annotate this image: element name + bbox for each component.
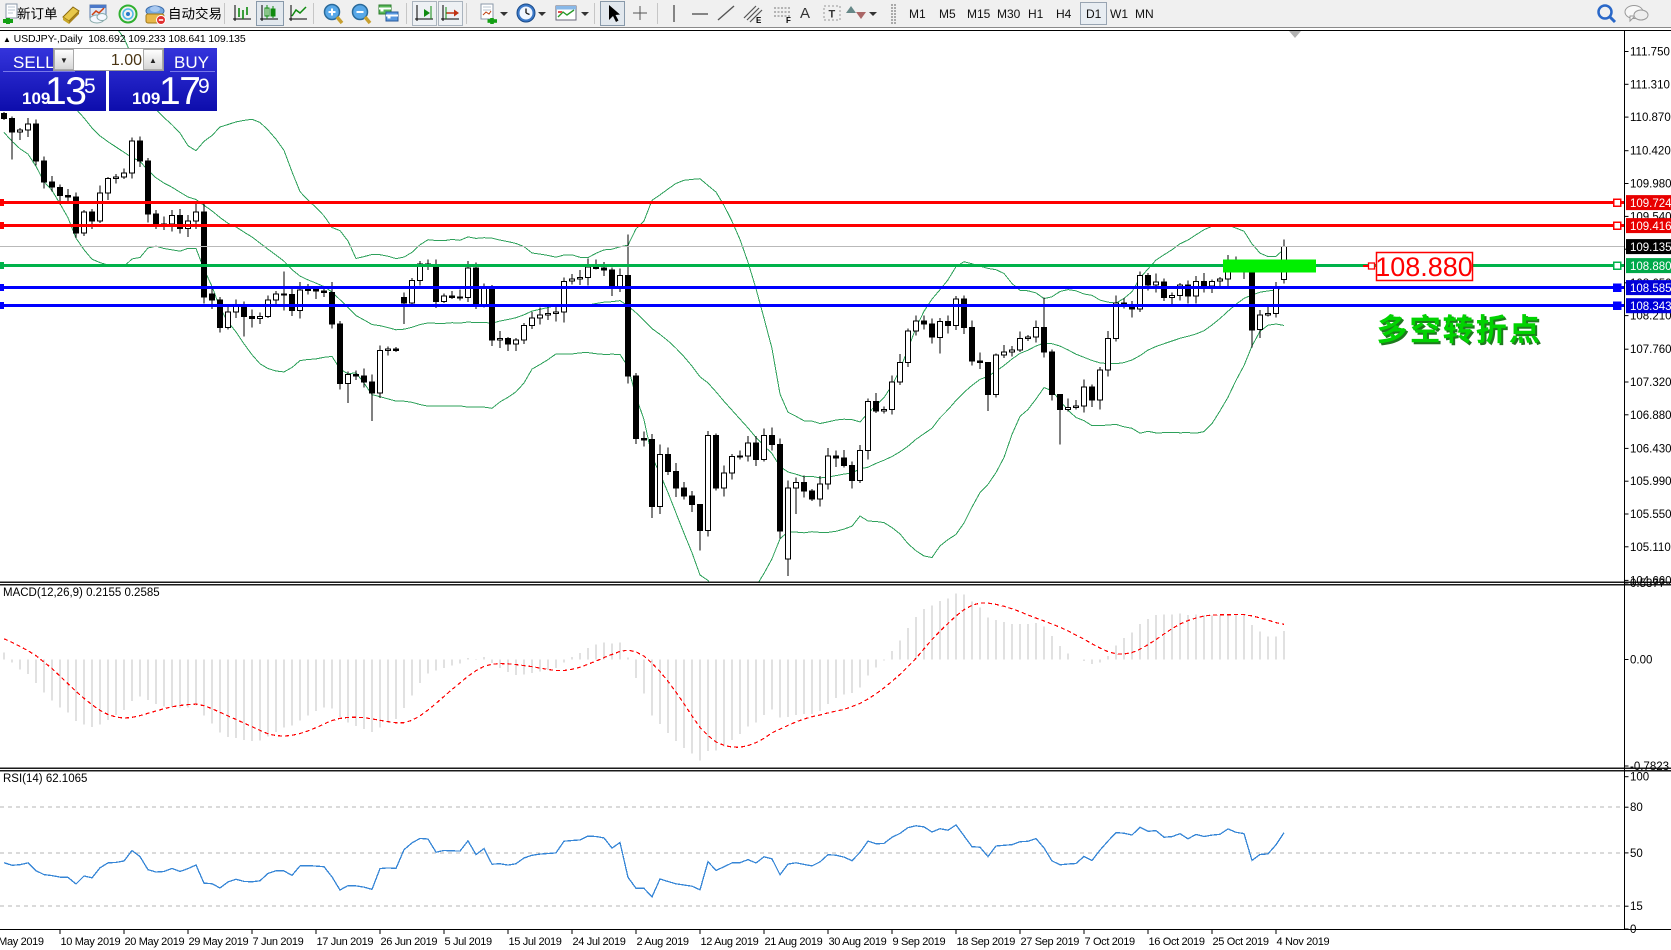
svg-text:15: 15 (1630, 901, 1643, 913)
svg-text:25 Oct 2019: 25 Oct 2019 (1213, 936, 1269, 948)
svg-text:MACD(12,26,9) 0.2155 0.2585: MACD(12,26,9) 0.2155 0.2585 (3, 587, 160, 599)
svg-text:17 Jun 2019: 17 Jun 2019 (317, 936, 374, 948)
svg-text:108.880: 108.880 (1375, 252, 1473, 282)
svg-text:108.210: 108.210 (1630, 311, 1671, 323)
svg-text:104.660: 104.660 (1630, 575, 1671, 587)
svg-text:105.990: 105.990 (1630, 476, 1671, 488)
svg-text:107.320: 107.320 (1630, 377, 1671, 389)
svg-text:27 Sep 2019: 27 Sep 2019 (1021, 936, 1080, 948)
svg-text:108.585: 108.585 (1630, 283, 1671, 295)
svg-text:0.5377: 0.5377 (1630, 578, 1665, 590)
svg-text:111.310: 111.310 (1630, 79, 1670, 91)
svg-text:21 Aug 2019: 21 Aug 2019 (765, 936, 823, 948)
svg-text:T: T (829, 9, 836, 21)
svg-text:106.430: 106.430 (1630, 443, 1671, 455)
svg-text:110.870: 110.870 (1630, 112, 1671, 124)
svg-text:50: 50 (1630, 848, 1643, 860)
svg-text:109.724: 109.724 (1630, 198, 1671, 210)
svg-text:1 May 2019: 1 May 2019 (0, 936, 44, 948)
svg-text:105.110: 105.110 (1630, 542, 1671, 554)
svg-text:RSI(14) 62.1065: RSI(14) 62.1065 (3, 773, 87, 785)
svg-text:80: 80 (1630, 802, 1643, 814)
svg-text:-0.7823: -0.7823 (1630, 761, 1669, 773)
svg-text:111.750: 111.750 (1630, 47, 1670, 59)
svg-text:109.980: 109.980 (1630, 179, 1671, 191)
svg-text:5 Jul 2019: 5 Jul 2019 (445, 936, 492, 948)
svg-text:F: F (786, 16, 791, 25)
svg-text:20 May 2019: 20 May 2019 (125, 936, 185, 948)
svg-text:7 Oct 2019: 7 Oct 2019 (1085, 936, 1136, 948)
svg-text:110.420: 110.420 (1630, 146, 1671, 158)
svg-text:0: 0 (1630, 924, 1636, 936)
svg-text:15 Jul 2019: 15 Jul 2019 (509, 936, 562, 948)
svg-text:0.00: 0.00 (1630, 655, 1652, 667)
svg-text:16 Oct 2019: 16 Oct 2019 (1149, 936, 1205, 948)
svg-text:4 Nov 2019: 4 Nov 2019 (1277, 936, 1330, 948)
svg-text:106.880: 106.880 (1630, 410, 1671, 422)
svg-text:26 Jun 2019: 26 Jun 2019 (381, 936, 438, 948)
svg-text:12 Aug 2019: 12 Aug 2019 (701, 936, 759, 948)
svg-text:100: 100 (1630, 772, 1649, 784)
svg-text:7 Jun 2019: 7 Jun 2019 (253, 936, 304, 948)
svg-text:108.880: 108.880 (1630, 261, 1671, 273)
svg-text:29 May 2019: 29 May 2019 (189, 936, 249, 948)
svg-text:18 Sep 2019: 18 Sep 2019 (957, 936, 1016, 948)
svg-text:109.135: 109.135 (1630, 242, 1671, 254)
svg-text:E: E (756, 16, 762, 25)
svg-text:108.343: 108.343 (1630, 301, 1671, 313)
svg-text:105.550: 105.550 (1630, 509, 1671, 521)
svg-text:30 Aug 2019: 30 Aug 2019 (829, 936, 887, 948)
svg-text:10 May 2019: 10 May 2019 (61, 936, 121, 948)
svg-text:107.760: 107.760 (1630, 344, 1671, 356)
svg-text:2 Aug 2019: 2 Aug 2019 (637, 936, 689, 948)
svg-text:109.416: 109.416 (1630, 221, 1671, 233)
svg-text:9 Sep 2019: 9 Sep 2019 (893, 936, 946, 948)
svg-text:24 Jul 2019: 24 Jul 2019 (573, 936, 626, 948)
